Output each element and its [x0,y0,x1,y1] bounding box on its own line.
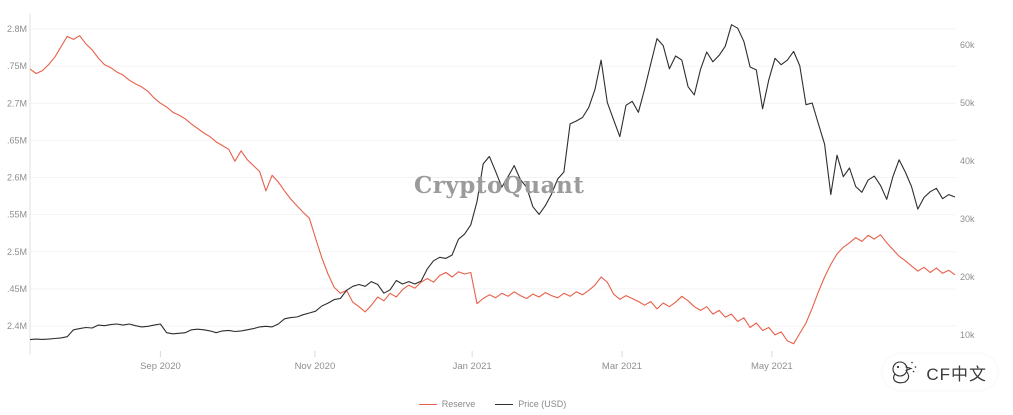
legend-item[interactable]: Price (USD) [495,399,566,409]
right-axis-tick-label: 40k [960,156,975,166]
left-axis-tick-label: 2.8M [7,24,27,34]
bird-logo-icon [892,360,917,383]
left-axis-tick-label: 2.6M [7,173,27,183]
left-axis-tick-label: .45M [7,284,27,294]
right-axis-tick-label: 10k [960,330,975,340]
price-line [29,24,956,341]
reserve-line [29,35,956,345]
right-axis-tick-label: 50k [960,98,975,108]
left-axis-tick-label: 2.4M [7,321,27,331]
legend-swatch [418,403,437,405]
x-axis-tick-label: Sep 2020 [140,361,181,372]
legend-label: Price (USD) [518,399,567,409]
cf-chinese-badge: CF中文 [883,354,997,390]
x-axis-tick-label: Jan 2021 [453,361,492,372]
left-axis-tick-label: 2.7M [7,98,27,108]
x-axis-tick-label: Mar 2021 [602,361,642,372]
legend-label: Reserve [441,399,476,409]
right-axis-tick-label: 60k [960,40,975,50]
x-axis-tick-label: May 2021 [751,361,793,372]
left-axis-tick-label: 2.5M [7,247,27,257]
right-axis-tick-label: 20k [960,272,975,282]
chart-legend: Reserve Price (USD) [30,399,955,409]
right-axis-tick-label: 30k [960,214,975,224]
cryptoquant-watermark: CryptoQuant [414,172,585,199]
x-axis-tick-label: Nov 2020 [295,361,336,372]
legend-swatch [495,403,514,405]
left-axis-tick-label: .75M [7,61,27,71]
legend-item[interactable]: Reserve [418,399,476,409]
badge-label: CF中文 [926,364,987,384]
left-axis-tick-label: .55M [7,210,27,220]
left-axis-tick-label: .65M [7,135,27,145]
